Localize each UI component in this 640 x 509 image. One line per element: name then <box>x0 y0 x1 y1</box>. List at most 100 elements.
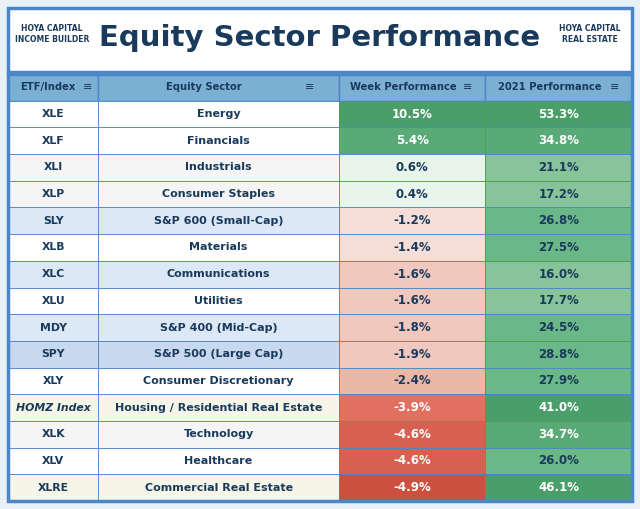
Text: 5.4%: 5.4% <box>396 134 428 147</box>
Text: ≡: ≡ <box>305 82 315 92</box>
Bar <box>485 314 632 341</box>
Text: 46.1%: 46.1% <box>538 481 579 494</box>
Bar <box>8 421 99 447</box>
Text: XLC: XLC <box>42 269 65 279</box>
Bar <box>8 367 99 394</box>
Bar <box>99 261 339 288</box>
Bar <box>485 74 632 101</box>
Text: XLU: XLU <box>42 296 65 306</box>
Bar <box>99 74 339 101</box>
Text: XLY: XLY <box>43 376 64 386</box>
Bar <box>485 341 632 367</box>
Bar <box>339 208 485 234</box>
Text: S&P 500 (Large Cap): S&P 500 (Large Cap) <box>154 349 284 359</box>
Bar <box>99 474 339 501</box>
Text: Technology: Technology <box>184 429 253 439</box>
Bar <box>8 181 99 208</box>
Text: HOYA CAPITAL
INCOME BUILDER: HOYA CAPITAL INCOME BUILDER <box>15 24 89 44</box>
Text: 34.7%: 34.7% <box>538 428 579 441</box>
Bar <box>99 314 339 341</box>
Text: Consumer Staples: Consumer Staples <box>162 189 275 199</box>
Bar <box>8 261 99 288</box>
Text: Utilities: Utilities <box>195 296 243 306</box>
Bar <box>8 474 99 501</box>
Text: HOMZ Index: HOMZ Index <box>16 403 91 413</box>
Text: XLP: XLP <box>42 189 65 199</box>
Bar <box>8 74 632 501</box>
Bar <box>339 261 485 288</box>
Text: Equity Sector Performance: Equity Sector Performance <box>99 24 541 52</box>
Text: -1.6%: -1.6% <box>393 268 431 280</box>
Text: MDY: MDY <box>40 323 67 332</box>
Text: HOYA CAPITAL
REAL ESTATE: HOYA CAPITAL REAL ESTATE <box>559 24 621 44</box>
Text: 53.3%: 53.3% <box>538 107 579 121</box>
Text: 24.5%: 24.5% <box>538 321 579 334</box>
Text: XLE: XLE <box>42 109 65 119</box>
Bar <box>339 314 485 341</box>
Bar <box>485 367 632 394</box>
Bar <box>99 101 339 127</box>
Bar <box>8 127 99 154</box>
Text: XLF: XLF <box>42 136 65 146</box>
Bar <box>339 154 485 181</box>
Bar <box>8 101 99 127</box>
Text: S&P 400 (Mid-Cap): S&P 400 (Mid-Cap) <box>160 323 277 332</box>
Text: -4.6%: -4.6% <box>393 455 431 467</box>
Bar <box>485 447 632 474</box>
Text: Energy: Energy <box>196 109 241 119</box>
Bar <box>8 394 99 421</box>
Bar <box>485 288 632 314</box>
Text: ≡: ≡ <box>610 82 619 92</box>
Bar <box>485 234 632 261</box>
Text: Industrials: Industrials <box>186 162 252 173</box>
Text: SLY: SLY <box>43 216 63 226</box>
Bar <box>339 101 485 127</box>
Bar <box>485 208 632 234</box>
Bar <box>8 74 99 101</box>
Bar <box>8 341 99 367</box>
Text: ≡: ≡ <box>463 82 472 92</box>
Text: 10.5%: 10.5% <box>392 107 433 121</box>
Bar <box>8 288 99 314</box>
Bar <box>8 234 99 261</box>
Bar <box>339 234 485 261</box>
Text: -1.9%: -1.9% <box>393 348 431 361</box>
Bar <box>339 421 485 447</box>
Text: -1.6%: -1.6% <box>393 294 431 307</box>
Text: 27.9%: 27.9% <box>538 375 579 387</box>
Text: XLB: XLB <box>42 242 65 252</box>
Text: 2021 Performance: 2021 Performance <box>498 82 602 92</box>
Text: SPY: SPY <box>42 349 65 359</box>
Bar <box>99 127 339 154</box>
Bar <box>485 101 632 127</box>
Text: 21.1%: 21.1% <box>538 161 579 174</box>
Text: XLI: XLI <box>44 162 63 173</box>
Bar <box>99 208 339 234</box>
Bar <box>339 447 485 474</box>
Text: 28.8%: 28.8% <box>538 348 579 361</box>
Text: 26.0%: 26.0% <box>538 455 579 467</box>
Bar <box>485 261 632 288</box>
Text: ETF/Index: ETF/Index <box>20 82 76 92</box>
Text: 0.4%: 0.4% <box>396 188 428 201</box>
Bar <box>8 447 99 474</box>
Text: 26.8%: 26.8% <box>538 214 579 228</box>
Text: Week Performance: Week Performance <box>350 82 456 92</box>
Text: 27.5%: 27.5% <box>538 241 579 254</box>
Text: Healthcare: Healthcare <box>184 456 253 466</box>
Bar <box>339 74 485 101</box>
Text: 34.8%: 34.8% <box>538 134 579 147</box>
Bar <box>339 474 485 501</box>
Text: Housing / Residential Real Estate: Housing / Residential Real Estate <box>115 403 323 413</box>
Bar <box>339 288 485 314</box>
Text: -4.6%: -4.6% <box>393 428 431 441</box>
Bar <box>8 154 99 181</box>
Bar <box>99 341 339 367</box>
Text: 41.0%: 41.0% <box>538 401 579 414</box>
Bar <box>99 181 339 208</box>
Bar <box>99 421 339 447</box>
Bar <box>485 181 632 208</box>
Text: XLK: XLK <box>42 429 65 439</box>
Text: -3.9%: -3.9% <box>393 401 431 414</box>
Bar <box>99 367 339 394</box>
